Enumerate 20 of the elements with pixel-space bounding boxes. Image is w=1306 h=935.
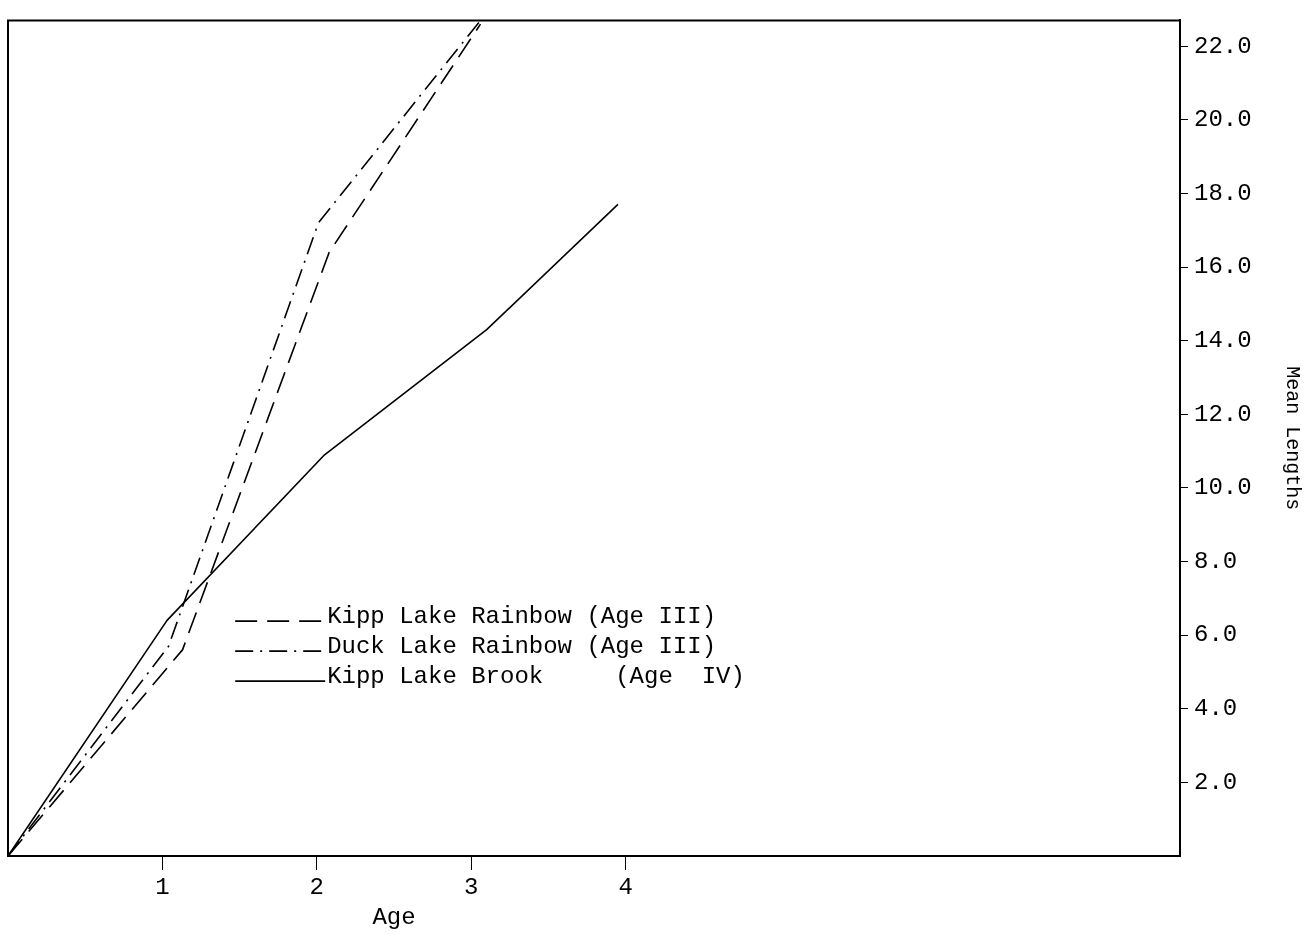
legend-label: Duck Lake Rainbow (Age III) [327,633,717,661]
x-axis-title: Age [372,904,416,932]
y-tick-label: 14.0 [1194,327,1252,355]
y-tick-label: 20.0 [1194,106,1252,134]
legend-label: Kipp Lake Brook (Age IV) [327,663,745,691]
y-tick-label: 12.0 [1194,400,1252,428]
y-tick-label: 10.0 [1194,474,1252,502]
y-tick-label: 16.0 [1194,253,1252,281]
y-tick-label: 8.0 [1194,547,1238,575]
x-tick-label: 4 [618,873,633,901]
legend-label: Kipp Lake Rainbow (Age III) [327,603,717,631]
y-tick-label: 6.0 [1194,621,1238,649]
y-tick-label: 4.0 [1194,695,1238,723]
x-tick-label: 2 [309,873,325,901]
x-tick-label: 3 [464,873,479,901]
y-axis-title: Mean Lengths [1280,366,1304,511]
x-tick-label: 1 [155,873,170,901]
y-tick-label: 2.0 [1194,768,1238,796]
y-tick-label: 22.0 [1194,32,1252,60]
y-tick-label: 18.0 [1194,179,1252,207]
